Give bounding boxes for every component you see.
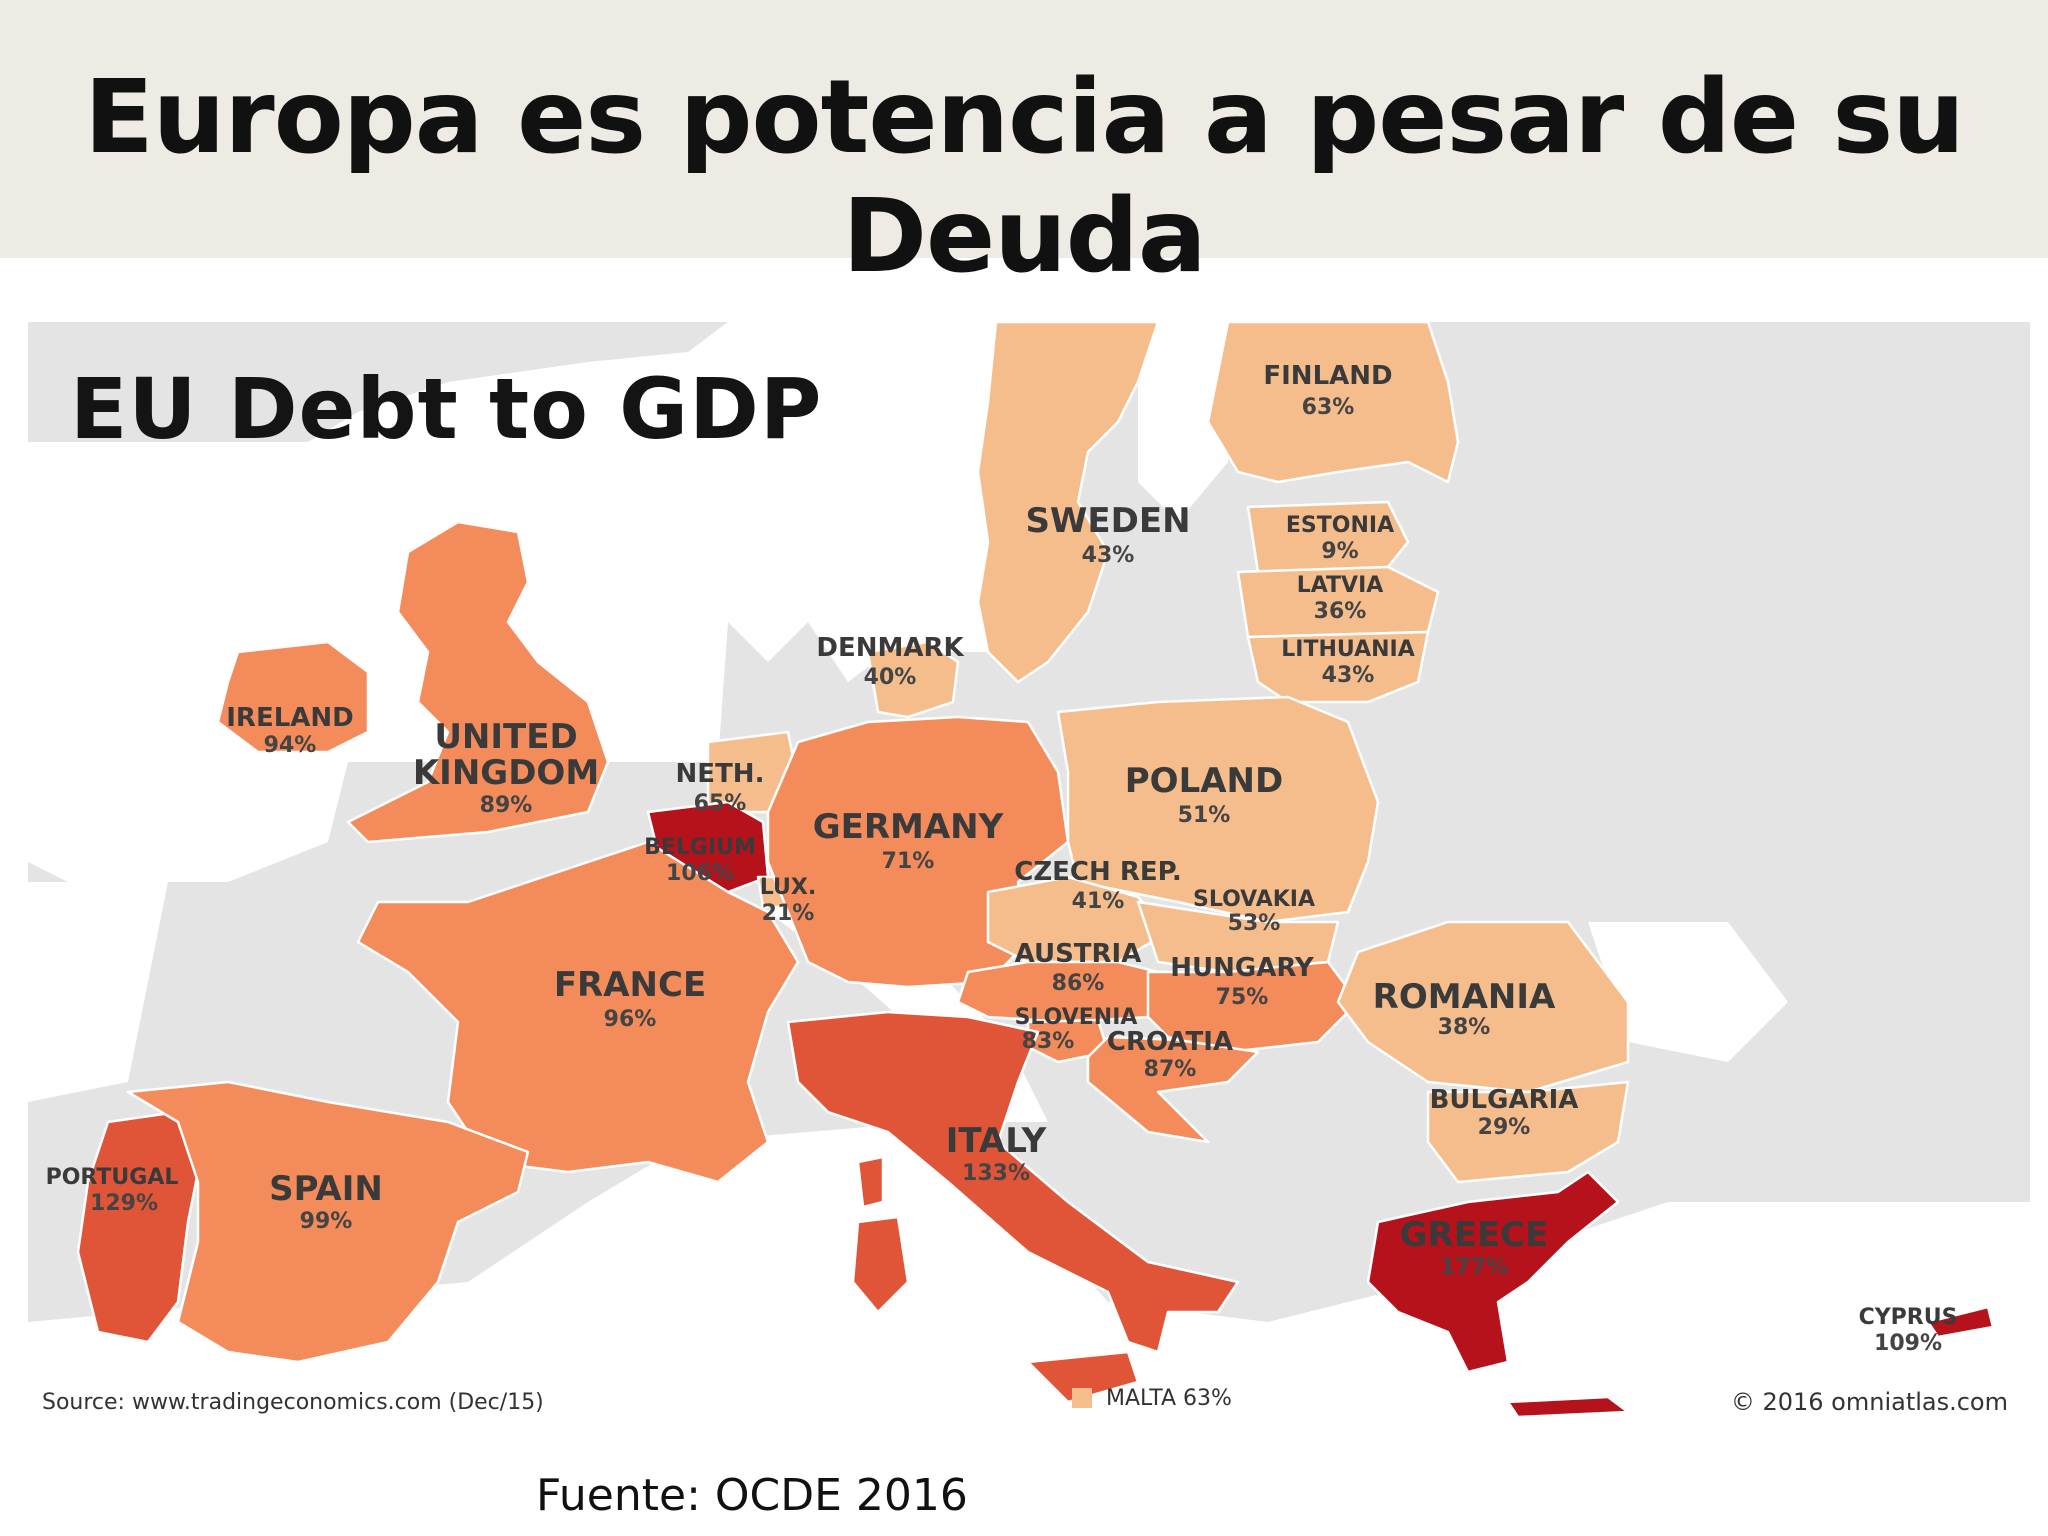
label-germany: GERMANY xyxy=(813,807,1004,847)
croatia-region xyxy=(1086,1035,1260,1144)
value-slovakia: 53% xyxy=(1228,911,1281,936)
value-finland: 63% xyxy=(1302,395,1355,420)
malta-legend: MALTA 63% xyxy=(1072,1386,1232,1411)
label-uk-line2: KINGDOM xyxy=(413,753,599,793)
label-france: FRANCE xyxy=(554,965,706,1005)
value-uk: 89% xyxy=(480,793,533,818)
value-denmark: 40% xyxy=(864,665,917,690)
map-title: EU Debt to GDP xyxy=(70,360,823,458)
cyprus-region xyxy=(1926,1305,1995,1339)
label-portugal: PORTUGAL xyxy=(46,1165,179,1190)
label-italy: ITALY xyxy=(946,1121,1047,1161)
value-hungary: 75% xyxy=(1216,985,1269,1010)
label-estonia: ESTONIA xyxy=(1286,513,1394,538)
slide-caption: Fuente: OCDE 2016 xyxy=(536,1470,968,1521)
label-spain: SPAIN xyxy=(269,1169,383,1209)
finland-region xyxy=(1206,322,1460,484)
europe-map-svg: FINLAND 63% SWEDEN 43% ESTONIA 9% LATVIA… xyxy=(28,322,2030,1424)
value-spain: 99% xyxy=(300,1209,353,1234)
label-finland: FINLAND xyxy=(1263,361,1392,391)
bulgaria-region xyxy=(1426,1080,1630,1184)
value-lithuania: 43% xyxy=(1322,663,1375,688)
map-source: Source: www.tradingeconomics.com (Dec/15… xyxy=(42,1390,544,1415)
sweden-region xyxy=(976,322,1160,684)
value-romania: 38% xyxy=(1438,1015,1491,1040)
label-hungary: HUNGARY xyxy=(1170,953,1315,983)
label-slovakia: SLOVAKIA xyxy=(1193,887,1315,912)
slide-header: Europa es potencia a pesar de su Deuda xyxy=(0,0,2048,296)
value-ireland: 94% xyxy=(264,733,317,758)
label-denmark: DENMARK xyxy=(816,633,964,663)
value-greece: 177% xyxy=(1440,1255,1508,1280)
countries xyxy=(76,322,1995,1419)
label-netherlands: NETH. xyxy=(676,759,765,789)
mediterranean-sea xyxy=(28,1122,2030,1424)
value-italy: 133% xyxy=(962,1161,1030,1186)
value-latvia: 36% xyxy=(1314,599,1367,624)
poland-region xyxy=(1056,695,1380,924)
italy-region xyxy=(786,1010,1240,1354)
value-germany: 71% xyxy=(882,849,935,874)
label-luxembourg: LUX. xyxy=(760,875,816,900)
value-portugal: 129% xyxy=(90,1191,158,1216)
value-netherlands: 65% xyxy=(694,791,747,816)
malta-legend-text: MALTA 63% xyxy=(1106,1386,1232,1411)
lithuania-region xyxy=(1246,630,1430,704)
value-czech: 41% xyxy=(1072,889,1125,914)
label-greece: GREECE xyxy=(1400,1215,1549,1255)
estonia-region xyxy=(1246,500,1410,574)
ireland-region xyxy=(216,640,370,754)
denmark-region xyxy=(866,640,960,719)
value-sweden: 43% xyxy=(1082,543,1135,568)
czech-region xyxy=(986,875,1170,964)
label-bulgaria: BULGARIA xyxy=(1430,1085,1579,1115)
value-belgium: 106% xyxy=(666,861,734,886)
label-slovenia: SLOVENIA xyxy=(1015,1005,1138,1030)
label-ireland: IRELAND xyxy=(226,703,354,733)
label-belgium: BELGIUM xyxy=(644,835,756,860)
debt-map: FINLAND 63% SWEDEN 43% ESTONIA 9% LATVIA… xyxy=(28,322,2030,1424)
label-cyprus: CYPRUS xyxy=(1859,1305,1958,1330)
label-romania: ROMANIA xyxy=(1373,977,1556,1017)
value-croatia: 87% xyxy=(1144,1057,1197,1082)
map-copyright: © 2016 omniatlas.com xyxy=(1730,1388,2008,1416)
hungary-region xyxy=(1146,960,1360,1054)
malta-swatch-icon xyxy=(1072,1388,1092,1408)
greece-region xyxy=(1366,1170,1620,1374)
france-region xyxy=(356,840,800,1184)
crete-region xyxy=(1506,1395,1630,1419)
corsica-region xyxy=(856,1155,885,1209)
label-sweden: SWEDEN xyxy=(1025,501,1190,541)
sardinia-region xyxy=(851,1215,910,1314)
value-bulgaria: 29% xyxy=(1478,1115,1531,1140)
atlantic-ocean xyxy=(28,762,348,882)
romania-region xyxy=(1336,920,1630,1094)
label-uk-line1: UNITED xyxy=(434,717,577,757)
slide-title: Europa es potencia a pesar de su Deuda xyxy=(84,58,1965,296)
value-estonia: 9% xyxy=(1321,539,1358,564)
value-luxembourg: 21% xyxy=(762,901,815,926)
value-austria: 86% xyxy=(1052,971,1105,996)
value-cyprus: 109% xyxy=(1874,1331,1942,1356)
label-poland: POLAND xyxy=(1125,761,1283,801)
value-france: 96% xyxy=(604,1007,657,1032)
value-poland: 51% xyxy=(1178,803,1231,828)
black-sea xyxy=(1588,922,1788,1062)
label-lithuania: LITHUANIA xyxy=(1281,637,1414,662)
gulf-of-bothnia xyxy=(1138,322,1228,522)
latvia-region xyxy=(1236,565,1440,639)
label-latvia: LATVIA xyxy=(1297,573,1384,598)
value-slovenia: 83% xyxy=(1022,1029,1075,1054)
label-czech: CZECH REP. xyxy=(1014,857,1182,887)
country-labels: FINLAND 63% SWEDEN 43% ESTONIA 9% LATVIA… xyxy=(46,361,1958,1356)
uk-region xyxy=(346,520,610,844)
portugal-region xyxy=(76,1110,200,1344)
label-croatia: CROATIA xyxy=(1107,1027,1233,1057)
spain-region xyxy=(126,1080,530,1364)
label-austria: AUSTRIA xyxy=(1015,939,1142,969)
sicily-region xyxy=(1026,1350,1140,1404)
bay-of-biscay xyxy=(28,882,168,1102)
